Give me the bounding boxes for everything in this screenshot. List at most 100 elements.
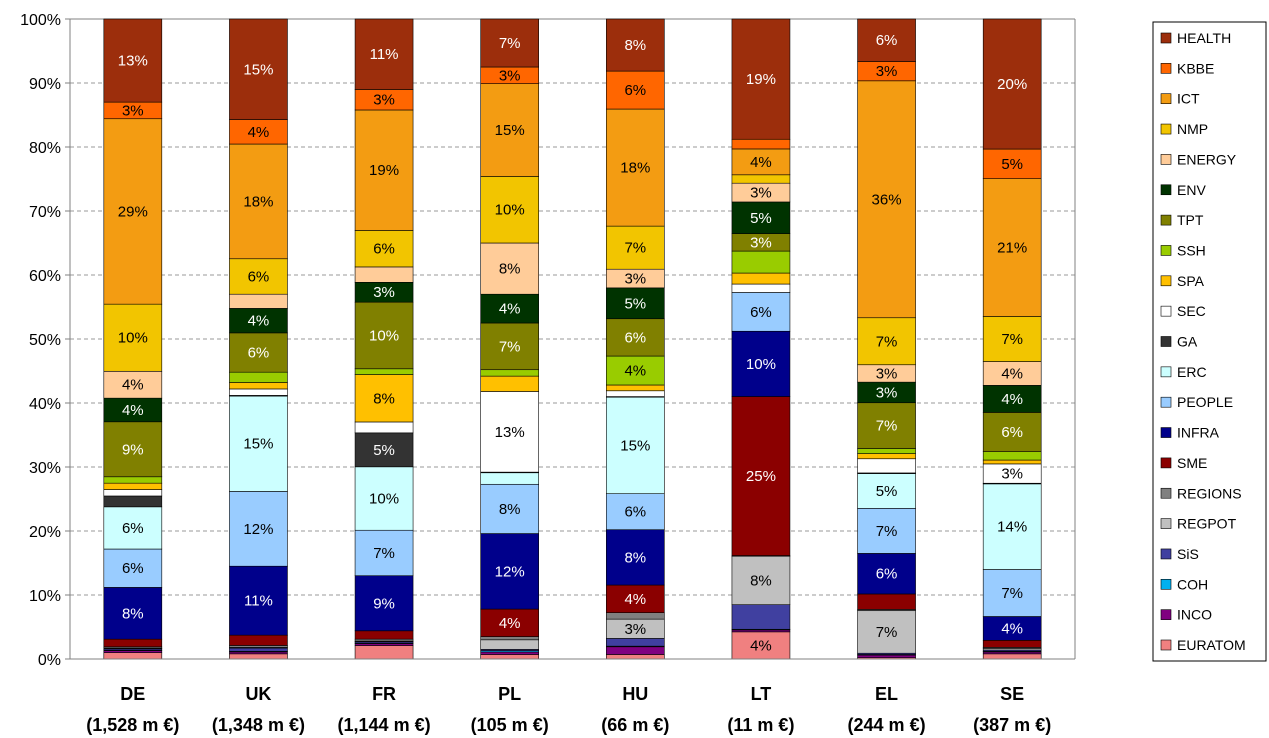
legend: HEALTH KBBE ICT NMP ENERGY ENV TPT SSH SPA SEC GA E…: [1152, 21, 1267, 662]
segment-env: [229, 308, 288, 334]
legend-label: INFRA: [1177, 425, 1220, 441]
segment-nmp: [480, 176, 539, 244]
legend-swatch: [1160, 548, 1172, 560]
segment-ssh: [731, 250, 791, 274]
segment-label: 3%: [373, 92, 395, 109]
segment-label: 3%: [750, 234, 772, 251]
segment-label: 5%: [624, 295, 646, 312]
segment-label: 11%: [370, 46, 399, 63]
segment-regpot: [480, 639, 539, 650]
bar-uk: 11% 12% 15% 6% 4% 6% 18% 4% 15%: [229, 18, 288, 660]
x-category-total: (105 m €): [471, 715, 549, 735]
bar-el: 7% 6% 7% 5% 7% 3% 3% 7% 36% 3% 6%: [857, 18, 916, 660]
legend-swatch: [1160, 578, 1172, 590]
legend-label: TPT: [1177, 212, 1204, 228]
segment-sec: [229, 388, 288, 396]
x-category-total: (387 m €): [973, 715, 1051, 735]
segment-sme: [354, 630, 414, 640]
segment-kbbe: [229, 119, 288, 145]
segment-spa: [354, 374, 414, 423]
segment-erc: [229, 395, 288, 492]
legend-swatch: [1160, 123, 1172, 135]
segment-label: 6%: [248, 345, 270, 362]
legend-entry-env: ENV: [1160, 182, 1206, 198]
legend-label: REGIONS: [1177, 485, 1242, 501]
legend-swatch: [1160, 639, 1172, 651]
segment-ssh: [606, 355, 665, 386]
segment-label: 4%: [122, 377, 144, 394]
bar-hu: 3% 4% 8% 6% 15% 4% 6% 5% 3% 7% 18% 6% 8%: [606, 18, 665, 660]
segment-euratom: [606, 654, 665, 660]
segment-label: 4%: [499, 301, 521, 318]
x-category-total: (11 m €): [727, 715, 794, 735]
segment-infra: [731, 330, 791, 397]
segment-euratom: [354, 645, 414, 660]
segment-label: 7%: [373, 545, 395, 562]
legend-swatch: [1160, 609, 1172, 620]
segment-label: 8%: [373, 390, 395, 407]
legend-label: ENV: [1177, 182, 1206, 198]
segment-nmp: [103, 303, 163, 372]
legend-swatch: [1160, 518, 1172, 529]
x-category-code: LT: [751, 684, 772, 704]
legend-swatch: [1160, 366, 1172, 378]
segment-regpot: [857, 610, 916, 654]
legend-swatch: [1160, 184, 1172, 196]
segment-label: 3%: [624, 271, 646, 288]
legend-swatch: [1160, 457, 1172, 469]
segment-label: 3%: [876, 63, 898, 80]
segment-env: [982, 385, 1042, 413]
segment-label: 5%: [876, 483, 898, 500]
segment-people: [982, 569, 1042, 617]
segment-euratom: [103, 652, 163, 660]
y-tick-label: 30%: [29, 460, 61, 477]
legend-entry-regpot: REGPOT: [1160, 516, 1237, 532]
segment-ssh: [354, 368, 414, 375]
segment-infra: [354, 575, 414, 632]
segment-label: 6%: [876, 566, 898, 583]
segment-label: 10%: [369, 327, 399, 344]
segment-sis: [731, 604, 791, 630]
segment-regions: [480, 636, 539, 641]
segment-sis: [229, 647, 288, 652]
segment-nmp: [982, 316, 1042, 362]
legend-label: COH: [1177, 576, 1208, 592]
legend-swatch: [1160, 32, 1172, 44]
segment-ssh: [229, 371, 288, 383]
segment-label: 5%: [373, 442, 395, 459]
x-category-total: (1,348 m €): [212, 715, 305, 735]
segment-label: 5%: [1001, 156, 1023, 173]
segment-people: [354, 529, 414, 577]
bar-se: 4% 7% 14% 3% 6% 4% 4% 7% 21% 5% 20%: [982, 18, 1042, 660]
segment-tpt: [229, 332, 288, 373]
segment-label: 7%: [624, 240, 646, 257]
segment-tpt: [354, 301, 414, 370]
segment-label: 6%: [122, 560, 144, 577]
legend-entry-health: HEALTH: [1160, 30, 1231, 46]
legend-swatch: [1160, 305, 1172, 317]
legend-label: ERC: [1177, 364, 1207, 380]
segment-sec: [103, 489, 163, 497]
segment-label: 4%: [1001, 620, 1023, 637]
segment-label: 8%: [499, 501, 521, 518]
segment-label: 10%: [495, 202, 525, 219]
segment-tpt: [982, 412, 1042, 452]
segment-health: [103, 18, 163, 103]
legend-label: NMP: [1177, 121, 1208, 137]
legend-box: [1152, 21, 1267, 662]
legend-entry-euratom: EURATOM: [1160, 637, 1246, 653]
y-tick-label: 10%: [29, 588, 61, 605]
segment-euratom: [982, 653, 1042, 660]
segment-ict: [606, 108, 665, 227]
bar-pl: 4% 12% 8% 13% 7% 4% 8% 10% 15% 3% 7%: [480, 18, 539, 660]
segment-erc: [354, 466, 414, 531]
segment-label: 7%: [499, 338, 521, 355]
segment-erc: [480, 472, 539, 485]
y-tick-label: 0%: [38, 652, 61, 669]
bar-de: 8% 6% 6% 9% 4% 4% 10% 29% 3% 13%: [103, 18, 163, 660]
segment-label: 10%: [118, 330, 148, 347]
segment-label: 12%: [243, 521, 273, 538]
segment-regpot: [731, 555, 791, 605]
legend-entry-infra: INFRA: [1160, 425, 1220, 441]
y-tick-label: 80%: [29, 140, 61, 157]
